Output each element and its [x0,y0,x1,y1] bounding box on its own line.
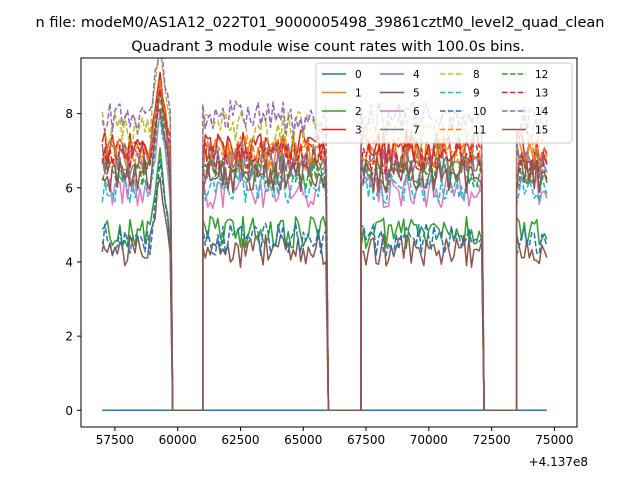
series-line-13 [101,88,548,412]
legend-label-4: 4 [413,69,420,81]
x-axis-ticks: 57500 60000 62500 65000 67500 70000 72500 75000 [96,427,573,447]
legend-label-14: 14 [535,106,549,118]
legend-label-8: 8 [473,69,480,81]
legend-label-1: 1 [355,88,362,100]
legend-label-3: 3 [355,125,362,137]
x-tick-label: 60000 [159,433,197,447]
x-tick-label: 57500 [96,433,134,447]
y-tick-label: 6 [65,181,73,195]
series-line-2 [101,147,548,412]
legend-label-11: 11 [473,125,486,137]
x-tick-label: 75000 [535,433,573,447]
y-axis-ticks: 0 2 4 6 8 [65,107,81,418]
plot-frame [80,57,578,428]
chart-title: Quadrant 3 module wise count rates with … [131,39,525,55]
x-tick-label: 72500 [473,433,511,447]
legend-label-9: 9 [473,88,480,100]
series-line-9 [101,115,548,412]
x-tick-label: 70000 [410,433,448,447]
legend-label-10: 10 [473,106,486,118]
series-line-15 [101,108,548,412]
y-tick-label: 2 [65,330,73,344]
series-line-5 [101,176,548,412]
legend-label-6: 6 [413,106,420,118]
figure-suptitle: n file: modeM0/AS1A12_022T01_9000005498_… [36,15,605,31]
legend-label-0: 0 [355,69,362,81]
legend-label-15: 15 [535,125,548,137]
legend-label-12: 12 [535,69,548,81]
legend-box [315,62,573,144]
x-offset-label: +4.137e8 [529,455,588,469]
legend-label-5: 5 [413,88,420,100]
x-tick-label: 62500 [221,433,259,447]
y-tick-label: 8 [65,107,73,121]
series-line-12 [101,93,548,412]
x-tick-label: 65000 [284,433,322,447]
series-line-11 [101,80,548,412]
legend-label-2: 2 [355,106,362,118]
series-line-10 [101,159,548,412]
x-tick-label: 67500 [347,433,385,447]
legend-label-13: 13 [535,88,548,100]
legend-label-7: 7 [413,125,420,137]
y-tick-label: 0 [65,404,73,418]
y-tick-label: 4 [65,255,73,269]
